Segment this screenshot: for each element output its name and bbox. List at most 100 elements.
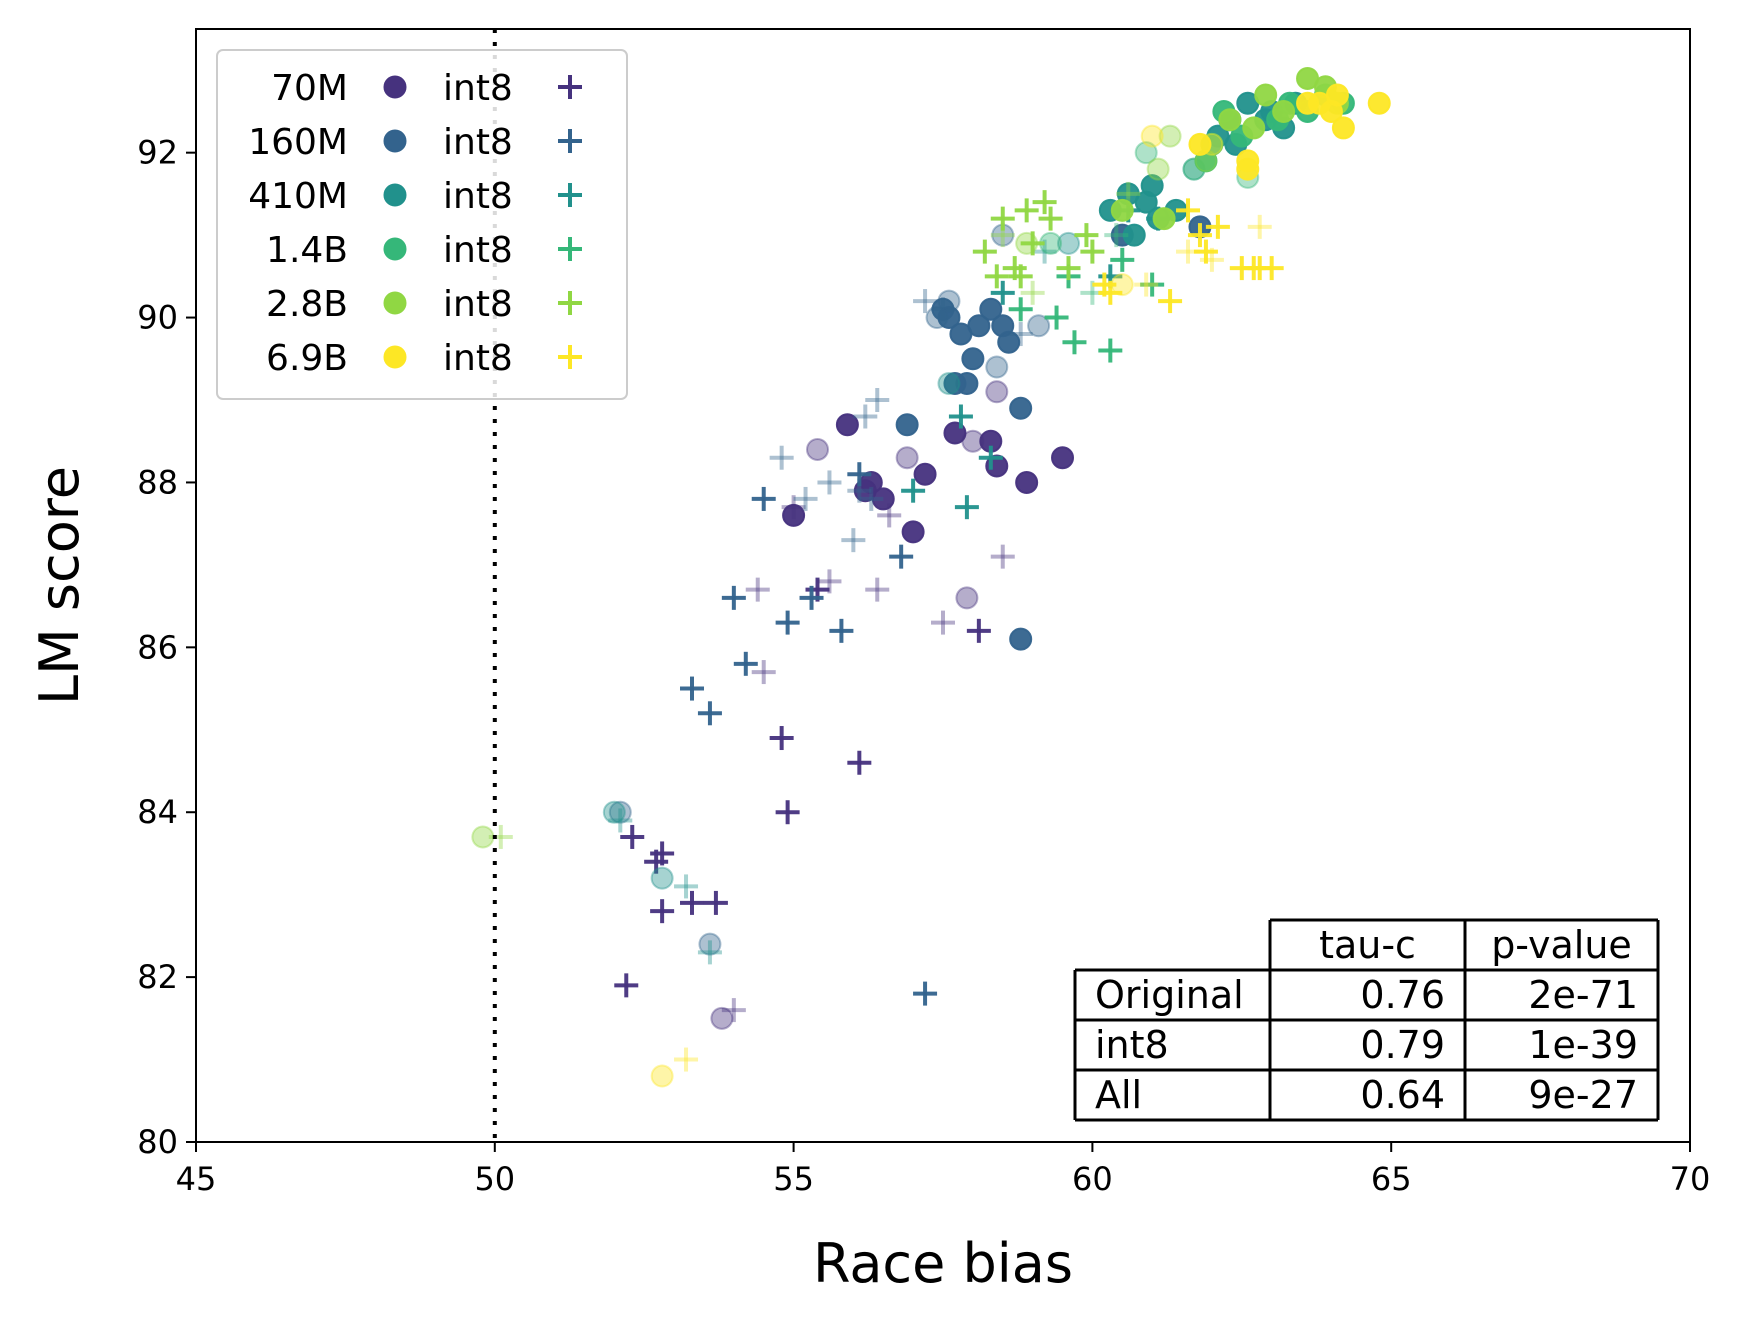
data-point-circle xyxy=(602,800,626,824)
data-point-plus xyxy=(901,478,926,503)
legend-quant-label: int8 xyxy=(443,284,513,325)
data-point-circle xyxy=(1146,157,1170,181)
data-point-plus xyxy=(769,445,794,470)
data-point-plus xyxy=(859,486,884,511)
data-point-circle xyxy=(967,314,991,338)
data-point-plus xyxy=(829,618,854,643)
data-point-plus xyxy=(847,478,872,503)
data-point-plus xyxy=(1187,223,1212,248)
data-point-plus xyxy=(1056,256,1081,281)
legend-quant-label: int8 xyxy=(443,122,513,163)
data-point-circle xyxy=(1122,223,1146,247)
y-tick-label: 90 xyxy=(137,299,178,337)
data-point-circle xyxy=(1242,116,1266,140)
stats-table: tau-c p-value Original 0.76 2e-71 int8 0.79 1e-… xyxy=(1073,918,1660,1122)
data-point-plus xyxy=(865,388,890,412)
data-point-circle xyxy=(710,1006,734,1030)
table-header: tau-c xyxy=(1319,923,1416,967)
data-point-plus xyxy=(865,577,890,602)
data-point-circle xyxy=(608,800,632,824)
plot-frame xyxy=(195,28,1691,1143)
data-point-plus xyxy=(1008,322,1033,347)
data-point-plus xyxy=(1199,247,1224,272)
legend-circle-marker xyxy=(383,291,407,315)
data-point-circle xyxy=(1296,91,1320,115)
data-point-circle xyxy=(961,347,985,371)
data-point-plus xyxy=(978,445,1003,470)
data-point-plus xyxy=(1110,247,1135,272)
table-row-label: int8 xyxy=(1095,1023,1169,1067)
data-point-plus xyxy=(1193,239,1218,264)
data-point-circle xyxy=(955,586,979,610)
data-point-plus xyxy=(1008,264,1033,289)
data-point-plus xyxy=(1116,181,1141,206)
data-point-plus xyxy=(1176,198,1201,223)
data-point-plus xyxy=(1062,330,1087,355)
legend-box xyxy=(216,49,628,400)
data-point-circle xyxy=(1331,116,1355,140)
y-tick-label: 86 xyxy=(137,628,178,666)
data-point-plus xyxy=(721,585,746,610)
legend-size-label: 160M xyxy=(248,122,348,163)
data-point-circle xyxy=(937,306,961,330)
data-points xyxy=(471,66,1391,1088)
data-point-plus xyxy=(1044,305,1069,330)
data-point-plus xyxy=(488,824,513,849)
data-point-circle xyxy=(1110,198,1134,222)
legend-circle-marker xyxy=(383,129,407,153)
data-point-circle xyxy=(985,380,1009,404)
data-point-plus xyxy=(877,503,902,528)
data-point-circle xyxy=(1236,157,1260,181)
data-point-plus xyxy=(1140,272,1165,297)
data-point-plus xyxy=(1020,280,1045,305)
data-point-circle xyxy=(961,429,985,453)
data-point-circle xyxy=(1015,470,1039,494)
data-point-plus xyxy=(847,750,872,775)
data-point-circle xyxy=(1140,124,1164,148)
data-point-plus xyxy=(954,495,979,520)
data-point-circle xyxy=(1051,446,1075,470)
data-point-circle xyxy=(1218,108,1242,132)
data-point-plus xyxy=(680,676,705,701)
x-tick-label: 65 xyxy=(1371,1160,1412,1198)
legend-circle-marker xyxy=(383,345,407,369)
data-point-plus xyxy=(1247,214,1272,239)
data-point-circle xyxy=(1367,91,1391,115)
legend-plus-marker xyxy=(558,129,582,153)
data-point-plus xyxy=(1014,198,1039,223)
legend-size-label: 410M xyxy=(248,176,348,217)
data-point-circle xyxy=(806,437,830,461)
legend-quant-label: int8 xyxy=(443,338,513,379)
legend-quant-label: int8 xyxy=(443,230,513,271)
data-point-circle xyxy=(650,1064,674,1088)
data-point-circle xyxy=(1325,83,1349,107)
legend-quant-label: int8 xyxy=(443,68,513,109)
data-point-plus xyxy=(853,404,878,429)
data-point-plus xyxy=(775,800,800,825)
data-point-plus xyxy=(674,874,699,899)
axis-ticks: 45 50 55 60 65 70 80 82 84 86 88 90 92 xyxy=(137,134,1710,1198)
data-point-plus xyxy=(841,528,866,553)
data-point-circle xyxy=(1009,396,1033,420)
data-point-circle xyxy=(650,866,674,890)
data-point-circle xyxy=(1009,627,1033,651)
data-point-plus xyxy=(972,239,997,264)
table-cell: 2e-71 xyxy=(1528,973,1638,1017)
data-point-plus xyxy=(1205,214,1230,239)
data-point-plus xyxy=(1158,289,1183,314)
data-point-circle xyxy=(782,503,806,527)
data-point-circle xyxy=(1200,132,1224,156)
data-point-plus xyxy=(984,264,1009,289)
x-tick-label: 45 xyxy=(176,1160,217,1198)
data-point-plus xyxy=(990,206,1015,231)
data-point-plus xyxy=(817,569,842,594)
data-point-plus xyxy=(1038,206,1063,231)
data-point-circle xyxy=(979,297,1003,321)
data-point-plus xyxy=(775,610,800,635)
legend-size-label: 70M xyxy=(271,68,348,109)
data-point-plus xyxy=(1241,256,1266,281)
data-point-circle xyxy=(895,446,919,470)
data-point-plus xyxy=(1032,190,1057,215)
y-tick-label: 80 xyxy=(137,1123,178,1161)
